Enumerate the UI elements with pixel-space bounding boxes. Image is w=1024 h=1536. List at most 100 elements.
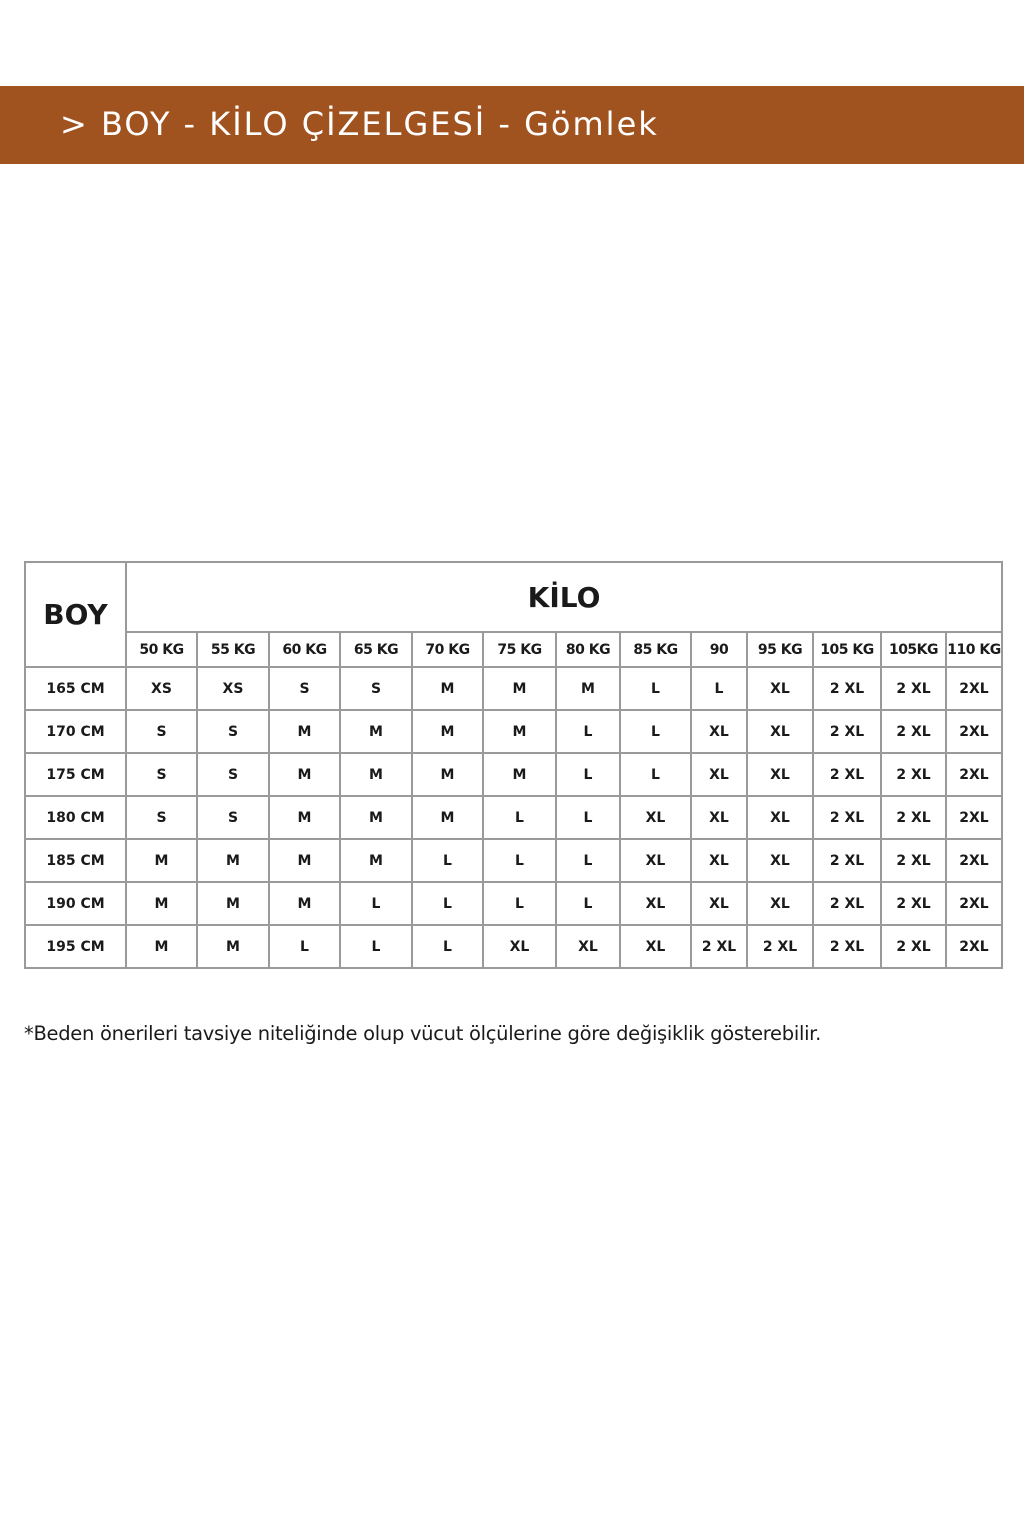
- size-cell: M: [125, 881, 198, 926]
- size-cell: S: [196, 752, 270, 797]
- size-cell: M: [339, 752, 413, 797]
- size-cell: XL: [746, 881, 814, 926]
- title-banner: > BOY - KİLO ÇİZELGESİ - Gömlek: [0, 86, 1024, 164]
- table-row: 185 CM M M M M L L L XL XL XL 2 XL 2 XL 2XL: [24, 838, 1004, 883]
- size-cell: S: [125, 709, 198, 754]
- size-cell: M: [196, 838, 270, 883]
- size-cell: S: [339, 666, 413, 711]
- size-cell: XL: [690, 881, 748, 926]
- weight-column-header: 50 KG: [125, 631, 198, 668]
- size-cell: M: [339, 795, 413, 840]
- size-cell: XL: [690, 709, 748, 754]
- size-cell: L: [411, 881, 484, 926]
- size-cell: 2 XL: [812, 666, 882, 711]
- size-cell: XL: [482, 924, 557, 969]
- size-cell: M: [268, 795, 341, 840]
- size-cell: L: [268, 924, 341, 969]
- page-title: > BOY - KİLO ÇİZELGESİ - Gömlek: [60, 105, 659, 143]
- height-cell: 190 CM: [24, 881, 127, 926]
- weight-column-header: 65 KG: [339, 631, 413, 668]
- size-cell: 2XL: [944, 924, 1004, 969]
- table-row: 165 CM XS XS S S M M M L L XL 2 XL 2 XL 2XL: [24, 666, 1004, 711]
- height-cell: 175 CM: [24, 752, 127, 797]
- size-cell: 2 XL: [880, 881, 947, 926]
- size-cell: XL: [619, 924, 692, 969]
- size-cell: M: [411, 709, 484, 754]
- table-row: 180 CM S S M M M L L XL XL XL 2 XL 2 XL 2XL: [24, 795, 1004, 840]
- size-cell: 2 XL: [812, 838, 882, 883]
- weight-column-header: 75 KG: [482, 631, 557, 668]
- size-cell: M: [339, 838, 413, 883]
- size-cell: S: [196, 795, 270, 840]
- height-cell: 195 CM: [24, 924, 127, 969]
- weight-column-header: 105 KG: [812, 631, 882, 668]
- weight-column-header: 95 KG: [746, 631, 814, 668]
- size-cell: M: [125, 838, 198, 883]
- size-cell: 2 XL: [812, 795, 882, 840]
- size-cell: 2 XL: [812, 924, 882, 969]
- size-cell: XL: [746, 795, 814, 840]
- size-cell: L: [555, 752, 621, 797]
- size-cell: L: [482, 881, 557, 926]
- size-cell: XL: [746, 666, 814, 711]
- weight-column-header: 70 KG: [411, 631, 484, 668]
- weight-column-header: 105KG: [880, 631, 947, 668]
- size-cell: L: [555, 795, 621, 840]
- height-cell: 185 CM: [24, 838, 127, 883]
- size-cell: L: [619, 752, 692, 797]
- size-cell: XS: [125, 666, 198, 711]
- boy-header: BOY: [24, 561, 127, 668]
- size-cell: S: [125, 795, 198, 840]
- kilo-header: KİLO: [124, 561, 1004, 633]
- size-cell: XL: [690, 838, 748, 883]
- size-cell: S: [268, 666, 341, 711]
- size-cell: L: [619, 666, 692, 711]
- size-cell: L: [339, 881, 413, 926]
- size-cell: 2 XL: [880, 924, 947, 969]
- weight-column-header: 90: [690, 631, 748, 668]
- size-cell: M: [482, 752, 557, 797]
- weight-column-header: 85 KG: [619, 631, 692, 668]
- size-cell: M: [268, 709, 341, 754]
- size-cell: M: [125, 924, 198, 969]
- size-cell: 2XL: [944, 709, 1004, 754]
- size-cell: L: [411, 924, 484, 969]
- weight-column-header: 80 KG: [555, 631, 621, 668]
- size-cell: M: [268, 752, 341, 797]
- size-cell: L: [339, 924, 413, 969]
- size-cell: 2 XL: [690, 924, 748, 969]
- size-cell: 2XL: [944, 752, 1004, 797]
- size-cell: M: [482, 666, 557, 711]
- size-cell: S: [125, 752, 198, 797]
- size-cell: M: [339, 709, 413, 754]
- height-cell: 165 CM: [24, 666, 127, 711]
- size-cell: M: [555, 666, 621, 711]
- size-cell: M: [196, 881, 270, 926]
- size-cell: 2XL: [944, 666, 1004, 711]
- size-cell: XL: [690, 795, 748, 840]
- size-cell: 2 XL: [880, 838, 947, 883]
- size-cell: 2 XL: [812, 881, 882, 926]
- table-row: 190 CM M M M L L L L XL XL XL 2 XL 2 XL 2XL: [24, 881, 1004, 926]
- size-cell: L: [482, 838, 557, 883]
- weight-column-header: 110 KG: [944, 631, 1004, 668]
- size-cell: L: [555, 838, 621, 883]
- size-cell: XL: [619, 795, 692, 840]
- size-cell: M: [411, 795, 484, 840]
- size-cell: M: [196, 924, 270, 969]
- size-chart-table: BOY KİLO 50 KG 55 KG 60 KG 65 KG 70 KG 75 KG 8…: [24, 561, 1004, 969]
- weight-column-header: 55 KG: [196, 631, 270, 668]
- size-cell: S: [196, 709, 270, 754]
- size-cell: L: [555, 709, 621, 754]
- size-cell: XL: [746, 752, 814, 797]
- weight-column-header: 60 KG: [268, 631, 341, 668]
- size-cell: 2 XL: [812, 752, 882, 797]
- size-cell: 2XL: [944, 838, 1004, 883]
- table-row: 195 CM M M L L L XL XL XL 2 XL 2 XL 2 XL 2 XL 2XL: [24, 924, 1004, 969]
- size-cell: M: [411, 752, 484, 797]
- size-cell: XL: [555, 924, 621, 969]
- size-cell: XL: [746, 709, 814, 754]
- size-cell: M: [268, 881, 341, 926]
- size-cell: XS: [196, 666, 270, 711]
- size-cell: L: [482, 795, 557, 840]
